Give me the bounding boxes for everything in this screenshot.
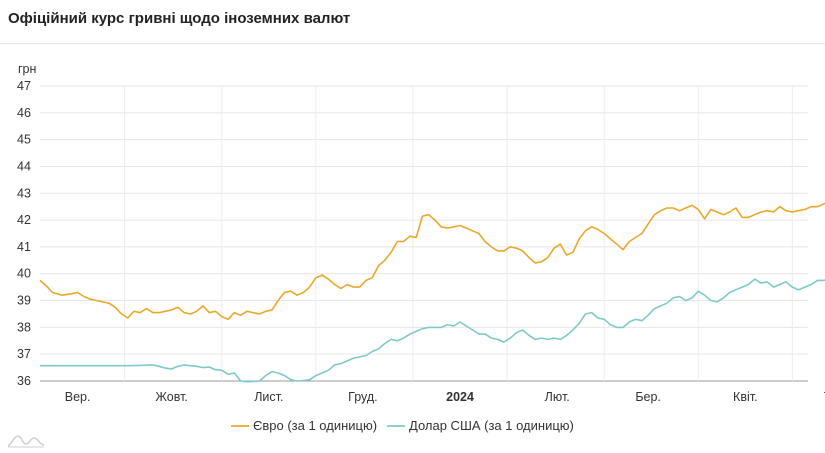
y-tick-label: 44: [17, 159, 31, 173]
y-tick-label: 38: [17, 320, 31, 334]
x-tick-label: Бер.: [635, 390, 661, 404]
title-bar: Офіційний курс гривні щодо іноземних вал…: [0, 0, 825, 44]
x-tick-label: Лют.: [545, 390, 570, 404]
y-tick-label: 42: [17, 213, 31, 227]
y-axis-unit: грн: [18, 62, 37, 76]
legend-item-eur[interactable]: Євро (за 1 одиницю): [231, 418, 377, 433]
chart-title: Офіційний курс гривні щодо іноземних вал…: [8, 10, 351, 27]
y-tick-label: 40: [17, 267, 31, 281]
y-tick-label: 41: [17, 240, 31, 254]
series-lines: [39, 202, 825, 383]
y-tick-label: 37: [17, 347, 31, 361]
y-tick-label: 36: [17, 374, 31, 388]
legend-label: Долар США (за 1 одиницю): [409, 418, 574, 433]
y-tick-label: 47: [17, 79, 31, 93]
x-tick-label: Квіт.: [733, 390, 758, 404]
y-axis-ticks: 36 37 38 39 40 41 42 43 44 45 46 47: [17, 79, 31, 388]
x-tick-label: Лист.: [254, 390, 283, 404]
x-axis-ticks: Вер. Жовт. Лист. Груд. 2024 Лют. Бер. Квіт. Трав…: [65, 390, 825, 404]
grid: [40, 85, 808, 382]
legend-label: Євро (за 1 одиницю): [253, 418, 377, 433]
legend[interactable]: Євро (за 1 одиницю) Долар США (за 1 одини…: [231, 418, 574, 433]
logo-icon: [7, 435, 45, 448]
y-tick-label: 45: [17, 133, 31, 147]
legend-item-usd[interactable]: Долар США (за 1 одиницю): [387, 418, 574, 433]
x-tick-label: Жовт.: [155, 390, 188, 404]
y-tick-label: 43: [17, 186, 31, 200]
x-tick-label: 2024: [446, 390, 474, 404]
series-line-eur: [39, 202, 825, 321]
x-tick-label: Трав.: [824, 390, 825, 404]
y-tick-label: 39: [17, 294, 31, 308]
series-line-usd: [40, 278, 825, 383]
x-tick-label: Вер.: [65, 390, 91, 404]
y-tick-label: 46: [17, 106, 31, 120]
x-tick-label: Груд.: [348, 390, 377, 404]
